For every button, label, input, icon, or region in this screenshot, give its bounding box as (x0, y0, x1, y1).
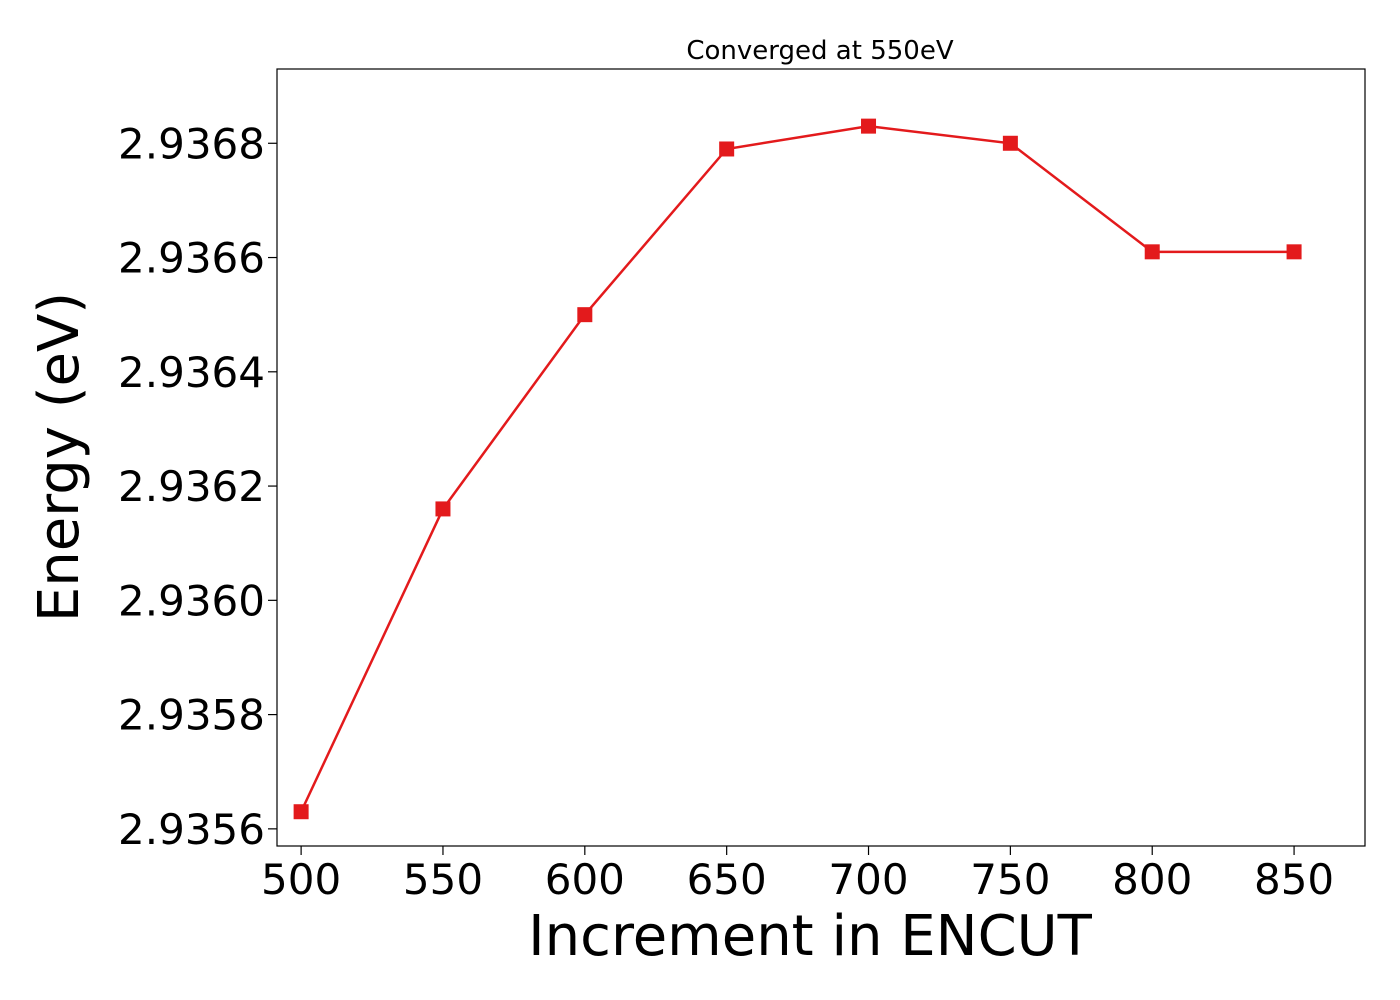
y-tick-label: 2.9358 (118, 691, 265, 740)
y-tick-label: 2.9356 (118, 805, 265, 854)
x-axis: 500 550 600 650 700 750 800 850 (261, 846, 1334, 904)
x-tick-label: 800 (1112, 855, 1192, 904)
x-tick-label: 600 (545, 855, 625, 904)
x-tick-label: 750 (970, 855, 1050, 904)
chart-title: Converged at 550eV (686, 36, 953, 66)
data-point (861, 118, 877, 134)
y-tick-label: 2.9364 (118, 348, 265, 397)
data-point (293, 804, 309, 820)
plot-area (293, 118, 1302, 820)
data-point (1144, 244, 1160, 260)
x-tick-label: 650 (687, 855, 767, 904)
x-tick-label: 700 (828, 855, 908, 904)
plot-frame (276, 68, 1366, 847)
y-axis-label: Energy (eV) (27, 292, 92, 622)
x-tick-label: 850 (1254, 855, 1334, 904)
data-point (577, 307, 593, 323)
y-tick-label: 2.9360 (118, 576, 265, 625)
y-axis: 2.9356 2.9358 2.9360 2.9362 2.9364 2.9366 2.93… (118, 119, 277, 854)
x-axis-label: Increment in ENCUT (528, 904, 1093, 969)
data-point (1286, 244, 1302, 260)
y-tick-label: 2.9366 (118, 234, 265, 283)
series-line (299, 124, 1295, 813)
data-point (719, 141, 735, 157)
x-tick-label: 500 (261, 855, 341, 904)
y-tick-label: 2.9362 (118, 462, 265, 511)
y-tick-label: 2.9368 (118, 119, 265, 168)
data-point (435, 501, 451, 517)
x-tick-label: 550 (403, 855, 483, 904)
data-point (1002, 135, 1018, 151)
